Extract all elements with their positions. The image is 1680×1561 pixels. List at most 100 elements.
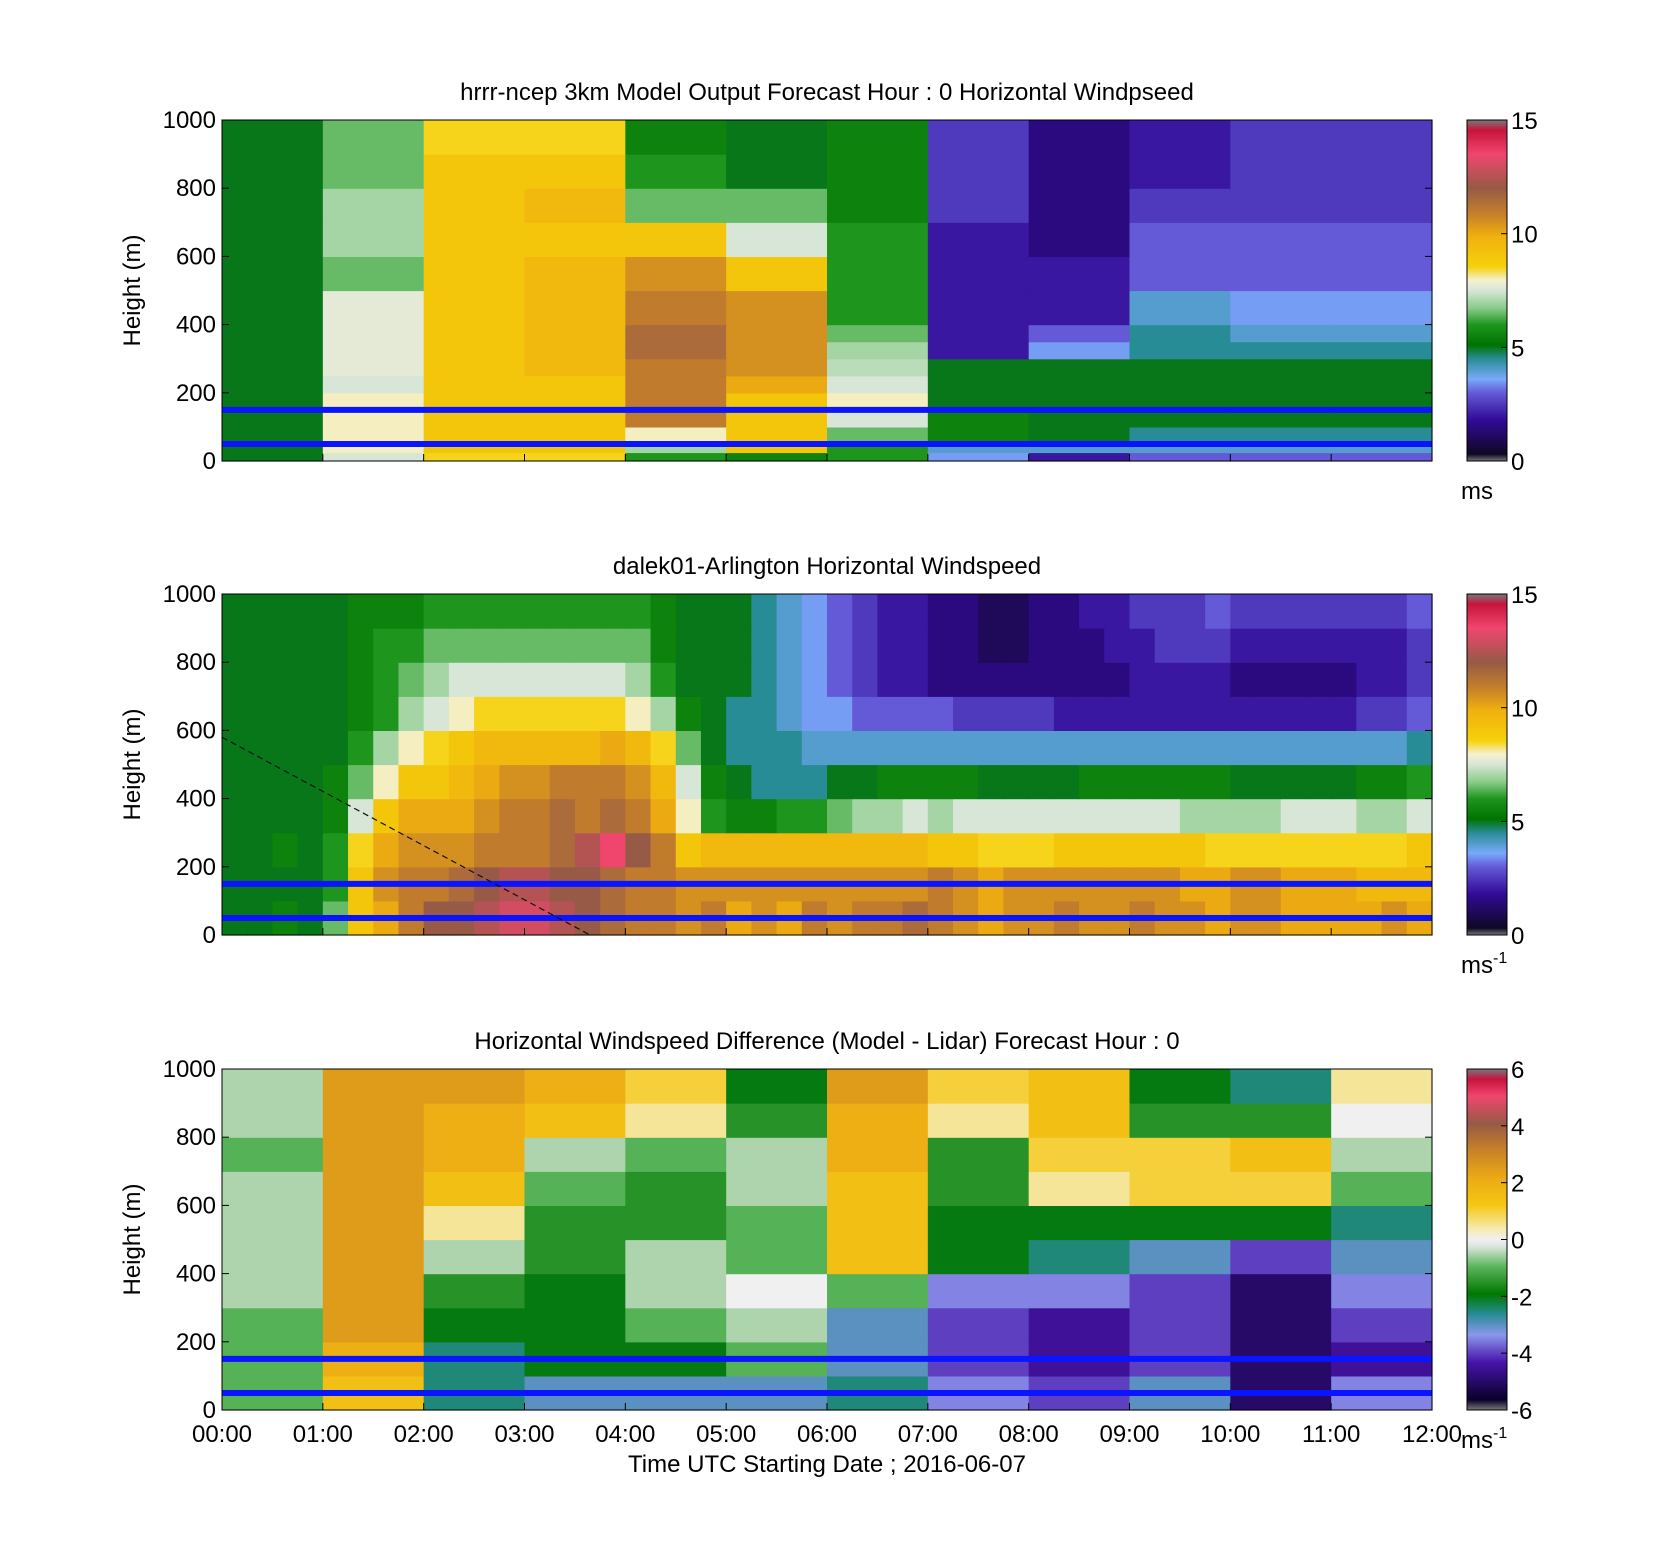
heatmap-cell — [423, 426, 526, 445]
heatmap-cell — [1028, 1103, 1131, 1138]
heatmap-cell — [776, 628, 803, 663]
heatmap-cell — [1406, 662, 1433, 697]
heatmap-cell — [801, 764, 828, 800]
heatmap-cell — [1280, 730, 1307, 766]
heatmap-cell — [1003, 594, 1030, 629]
heatmap-cell — [1028, 594, 1055, 629]
colorbar-tick-label: 2 — [1511, 1171, 1524, 1198]
heatmap-cell — [827, 764, 853, 800]
heatmap-cell — [776, 730, 803, 766]
heatmap-cell — [348, 628, 374, 663]
heatmap-cell — [1280, 798, 1307, 834]
heatmap-cell — [574, 764, 601, 800]
heatmap-cell — [801, 696, 828, 731]
heatmap-cell — [625, 341, 727, 360]
heatmap-cell — [1331, 1069, 1433, 1104]
colorbar-tick-label: 15 — [1511, 582, 1538, 609]
heatmap-cell — [1028, 1137, 1131, 1172]
heatmap-cell — [348, 832, 374, 868]
heatmap-cell — [852, 628, 879, 663]
heatmap-cell — [222, 452, 324, 462]
heatmap-cell — [1129, 222, 1231, 257]
heatmap-cell — [700, 832, 727, 868]
heatmap-cell — [726, 290, 828, 326]
heatmap-cell — [247, 730, 274, 766]
heatmap-cell — [247, 832, 274, 868]
heatmap-cell — [1154, 628, 1181, 663]
heatmap-cell — [726, 426, 828, 445]
heatmap-cell — [1079, 730, 1105, 766]
heatmap-cell — [827, 341, 929, 360]
heatmap-cell — [1028, 452, 1131, 462]
heatmap-cell — [625, 1069, 727, 1104]
panel-difference-colorbar: -6 -4 -2 0 2 4 6 — [1466, 1057, 1532, 1425]
heatmap-cell — [1129, 1239, 1231, 1275]
heatmap-cell — [1406, 594, 1433, 629]
heatmap-cell — [902, 798, 929, 834]
heatmap-cell — [953, 764, 979, 800]
heatmap-cell — [247, 764, 274, 800]
heatmap-cell — [1381, 730, 1408, 766]
x-tick-label: 03:00 — [494, 1421, 554, 1448]
heatmap-cell — [726, 696, 752, 731]
heatmap-cell — [1205, 832, 1231, 868]
heatmap-cell — [1230, 798, 1257, 834]
heatmap-cell — [222, 1273, 324, 1309]
heatmap-cell — [1255, 764, 1282, 800]
heatmap-cell — [801, 662, 828, 697]
heatmap-cell — [827, 1307, 929, 1343]
heatmap-cell — [726, 1103, 828, 1138]
heatmap-cell — [247, 662, 274, 697]
heatmap-cell — [1129, 832, 1156, 868]
heatmap-cell — [222, 324, 324, 343]
heatmap-cell — [222, 426, 324, 445]
heatmap-cell — [600, 696, 626, 731]
heatmap-cell — [322, 662, 349, 697]
heatmap-cell — [423, 154, 526, 189]
heatmap-cell — [524, 443, 626, 454]
heatmap-cell — [423, 1307, 526, 1343]
heatmap-cell — [625, 452, 727, 462]
colorbar-tick-label: 0 — [1511, 923, 1524, 950]
heatmap-cell — [625, 832, 652, 868]
heatmap-cell — [978, 628, 1005, 663]
heatmap-cell — [827, 662, 853, 697]
heatmap-cell — [222, 392, 324, 411]
heatmap-cell — [1179, 594, 1206, 629]
heatmap-cell — [1129, 696, 1156, 731]
heatmap-cell — [650, 730, 677, 766]
heatmap-cell — [625, 375, 727, 394]
panel-model-overlay — [221, 119, 1433, 462]
heatmap-cell — [1205, 628, 1231, 663]
heatmap-cell — [625, 222, 727, 257]
heatmap-cell — [1028, 798, 1055, 834]
heatmap-cell — [247, 628, 274, 663]
heatmap-cell — [978, 594, 1005, 629]
x-tick-label: 05:00 — [696, 1421, 756, 1448]
heatmap-cell — [776, 832, 803, 868]
panel-difference-y-label: Height (m) — [119, 1183, 146, 1295]
heatmap-cell — [776, 662, 803, 697]
heatmap-cell — [827, 1273, 929, 1309]
heatmap-cell — [1331, 120, 1433, 155]
heatmap-cell — [625, 628, 652, 663]
heatmap-cell — [423, 120, 526, 155]
heatmap-cell — [927, 120, 1030, 155]
y-tick-label: 0 — [203, 448, 216, 475]
heatmap-cell — [1331, 324, 1433, 343]
heatmap-cell — [1028, 1307, 1131, 1343]
heatmap-cell — [222, 832, 248, 868]
heatmap-cell — [1028, 426, 1131, 445]
colorbar-tick-label: 0 — [1511, 449, 1524, 476]
heatmap-cell — [1230, 1205, 1332, 1241]
heatmap-cell — [524, 358, 626, 377]
heatmap-cell — [423, 375, 526, 394]
heatmap-cell — [423, 290, 526, 326]
heatmap-cell — [1028, 324, 1131, 343]
heatmap-cell — [322, 832, 349, 868]
heatmap-cell — [1129, 256, 1231, 292]
y-tick-label: 400 — [176, 786, 216, 813]
heatmap-cell — [927, 798, 954, 834]
heatmap-cell — [1053, 662, 1080, 697]
heatmap-cell — [1129, 730, 1156, 766]
